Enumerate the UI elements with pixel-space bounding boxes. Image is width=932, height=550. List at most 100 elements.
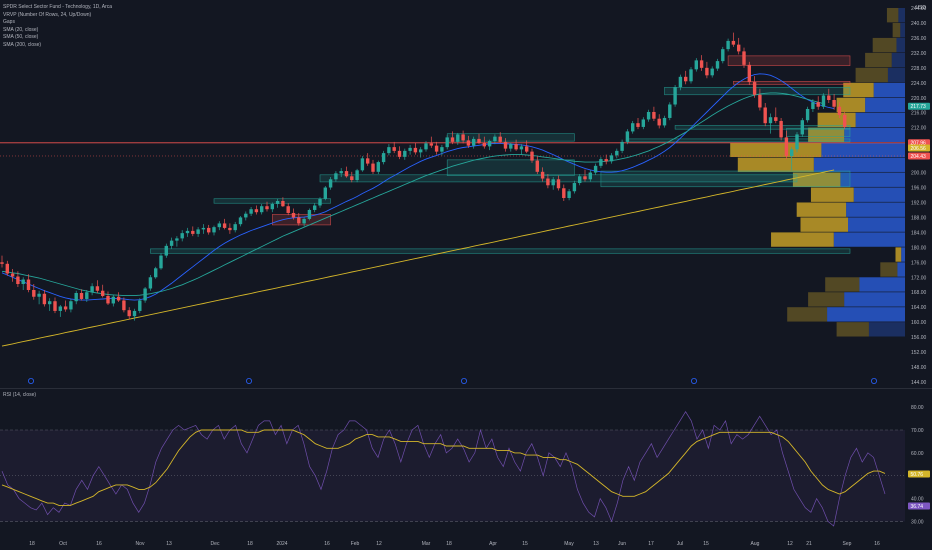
candle-body (790, 149, 794, 157)
candle-body (48, 301, 52, 305)
candle-body (196, 229, 200, 234)
candle-body (768, 117, 773, 124)
candle-body (281, 200, 285, 207)
candle-body (419, 149, 423, 153)
candle-body (843, 114, 847, 127)
price-y-tick-label: 160.00 (911, 320, 927, 326)
candle-body (800, 120, 804, 135)
candle-body (169, 240, 174, 246)
volume-profile-up-bar (865, 97, 905, 113)
candle-body (567, 191, 571, 198)
gap-zone (627, 138, 851, 143)
price-y-tick-label: 224.00 (911, 81, 927, 87)
candle-body (143, 288, 147, 301)
price-tag-label: 207.96 (911, 141, 927, 147)
moving-average-line (1, 73, 835, 301)
candle-body (74, 292, 78, 302)
volume-profile-down-bar (892, 22, 901, 38)
x-axis-label: 21 (806, 541, 812, 547)
price-y-tick-label: 240.00 (911, 21, 927, 27)
price-y-tick-label: 244.00 (911, 6, 927, 12)
event-marker-icon (691, 377, 698, 384)
candle-body (821, 95, 826, 107)
volume-profile-up-bar (840, 172, 905, 187)
x-axis: 18 Oct 16 Nov 13 Dec 18 2024 16 Feb 12 Mar 18 Apr 15 Ma… (29, 541, 880, 547)
candle-body (466, 140, 471, 146)
candle-body (837, 106, 842, 115)
candle-body (323, 187, 327, 199)
volume-profile-up-bar (813, 157, 905, 172)
candle-body (302, 218, 306, 224)
candle-body (434, 145, 439, 152)
candle-body (424, 143, 428, 150)
candle-body (535, 160, 539, 172)
candle-body (350, 176, 354, 181)
candle-body (339, 171, 343, 174)
volume-profile-up-bar (896, 37, 905, 53)
candle-body (747, 64, 751, 83)
chart-legend: SPDR Select Sector Fund - Technology, 1D… (3, 4, 112, 50)
volume-profile-up-bar (898, 8, 905, 23)
candle-body (456, 134, 460, 142)
rsi-tag (908, 470, 930, 478)
candles (0, 32, 847, 321)
volume-profile-up-bar (901, 247, 905, 262)
candle-body (0, 262, 4, 264)
candle-body (593, 165, 598, 173)
candle-body (344, 171, 349, 177)
candle-body (132, 310, 137, 317)
candle-body (816, 102, 820, 107)
candle-body (509, 144, 513, 149)
candle-body (58, 306, 62, 311)
candle-body (652, 111, 656, 119)
volume-profile-up-bar (900, 22, 905, 38)
price-tag (908, 102, 930, 110)
candle-body (95, 286, 100, 291)
candle-body (774, 117, 778, 121)
x-axis-label: Dec (211, 541, 220, 547)
rsi-legend: RSI (14, close) (3, 392, 37, 398)
price-y-tick-label: 188.00 (911, 215, 927, 221)
candle-body (673, 87, 677, 105)
volume-profile-down-bar (808, 127, 845, 143)
x-axis-label: 18 (446, 541, 452, 547)
x-axis-label: 12 (376, 541, 382, 547)
candle-body (360, 158, 365, 171)
candle-body (715, 61, 720, 69)
event-marker-icon (27, 377, 34, 384)
volume-profile-down-bar (737, 157, 814, 172)
candle-body (16, 276, 20, 285)
gap-zone (733, 81, 851, 85)
candle-body (551, 179, 555, 186)
candle-body (641, 119, 645, 127)
volume-profile-down-bar (872, 37, 897, 53)
candle-body (625, 131, 630, 142)
price-y-tick-label: 228.00 (911, 66, 927, 72)
volume-profile-up-bar (855, 112, 905, 128)
volume-profile-up-bar (868, 322, 905, 337)
price-tag-label: 204.43 (911, 154, 927, 160)
candle-body (731, 40, 736, 45)
gap-zone (446, 133, 575, 142)
candle-body (217, 223, 221, 228)
x-axis-label: 13 (593, 541, 599, 547)
candle-body (763, 107, 767, 124)
candle-body (138, 300, 142, 311)
event-marker-icon (245, 377, 252, 384)
price-tag-label: 206.56 (911, 146, 927, 152)
legend-sma50: SMA (50, close) (3, 34, 39, 41)
candle-body (689, 69, 693, 82)
candle-body (668, 104, 672, 118)
candle-body (85, 292, 89, 299)
x-axis-label: 16 (96, 541, 102, 547)
candle-body (127, 310, 131, 317)
volume-profile-down-bar (855, 67, 888, 83)
candle-body (721, 49, 725, 62)
candle-body (69, 301, 73, 310)
candle-body (678, 76, 683, 88)
x-axis-label: 13 (166, 541, 172, 547)
candle-body (450, 137, 455, 142)
candle-body (366, 158, 370, 164)
volume-profile-up-bar (891, 52, 905, 68)
